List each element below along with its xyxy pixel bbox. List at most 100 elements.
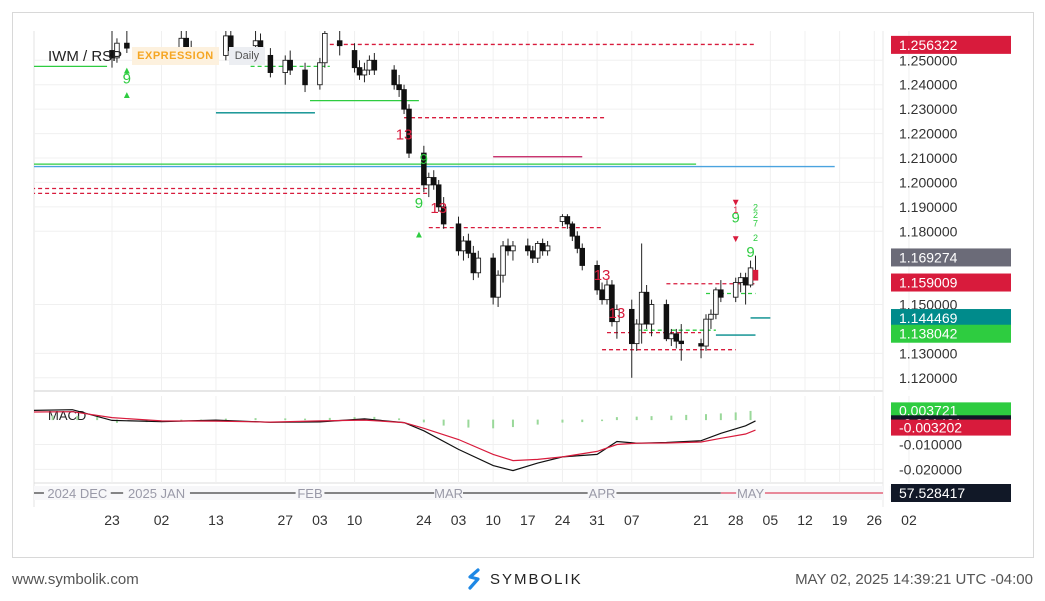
- macd-hist-bar: [254, 418, 257, 421]
- macd-hist-bar: [353, 417, 356, 421]
- macd-hist-bar: [581, 419, 584, 423]
- candle-body: [638, 291, 645, 325]
- x-tick-label: 10: [485, 512, 501, 528]
- footer-url[interactable]: www.symbolik.com: [12, 571, 139, 588]
- period-tag-label: 57.528417: [899, 485, 965, 501]
- candle-body: [495, 274, 501, 298]
- candle-body: [579, 247, 586, 266]
- macd-hist-bar: [328, 417, 331, 421]
- candle-body: [648, 304, 655, 325]
- macd-tag-label: 0.003721: [899, 402, 958, 418]
- macd-hist-bar: [670, 415, 673, 421]
- macd-hist-bar: [561, 419, 564, 423]
- candle-body: [490, 257, 496, 298]
- candle-body: [747, 267, 754, 286]
- macd-hist-bar: [373, 416, 376, 421]
- count-marker: 13: [609, 305, 626, 322]
- symbol-label[interactable]: IWM / RSP: [48, 47, 123, 65]
- y-tick-label: 1.180000: [899, 223, 958, 239]
- y-tick-label: 1.230000: [899, 101, 958, 117]
- count-marker: 9: [746, 244, 754, 261]
- macd-y-tick-label: -0.010000: [899, 436, 962, 452]
- macd-series-signal: [34, 411, 756, 462]
- macd-hist-bar: [705, 414, 707, 421]
- count-marker: ▼: [731, 234, 741, 245]
- x-tick-label: 24: [555, 512, 571, 528]
- count-marker: 9: [415, 195, 423, 212]
- macd-hist-bar: [635, 416, 638, 421]
- candle-body: [559, 216, 566, 222]
- macd-hist-bar: [615, 417, 618, 421]
- period-label-bg: [434, 486, 463, 500]
- candle-body: [668, 333, 675, 340]
- macd-hist-bar: [492, 419, 495, 429]
- candle-body: [371, 59, 378, 71]
- candle-body: [124, 42, 130, 49]
- macd-hist-bar: [734, 412, 737, 421]
- candle-body: [713, 289, 719, 315]
- symbolik-logo-icon: [468, 568, 480, 590]
- x-tick-label: 23: [104, 512, 120, 528]
- price-tag-bg: [891, 273, 1011, 292]
- y-tick-label: 1.150000: [899, 297, 958, 313]
- price-axis: 1.250000 1.240000 1.230000 1.220000 1.210000…: [891, 35, 1011, 386]
- candle-body: [698, 343, 704, 347]
- x-tick-label: 31: [589, 512, 605, 528]
- macd-tag-bg: [891, 419, 1011, 436]
- candle-body: [599, 289, 605, 301]
- macd-hist-bar: [719, 413, 722, 421]
- interval-badge[interactable]: Daily: [228, 47, 266, 65]
- period-label: MAY: [737, 486, 765, 501]
- macd-hist-bar: [467, 419, 470, 428]
- candle-body: [633, 323, 640, 345]
- count-marker: 13: [396, 127, 413, 144]
- count-marker: ▲: [122, 66, 132, 77]
- macd-hist-bar: [511, 419, 514, 428]
- macd-hist-bar: [76, 415, 79, 421]
- candle-body: [426, 177, 432, 186]
- candle-body: [421, 152, 427, 186]
- period-label-bg: [123, 486, 190, 500]
- count-marker: 2: [753, 210, 758, 220]
- candle-body: [406, 108, 412, 154]
- study-badge[interactable]: EXPRESSION: [132, 47, 219, 65]
- y-tick-label: 1.200000: [899, 174, 958, 190]
- macd-axis: -0.010000-0.0200000.003721-0.001481-0.00…: [891, 402, 1011, 477]
- candle-body: [500, 245, 506, 276]
- macd-hist-bar: [224, 418, 227, 421]
- y-tick-label: 1.210000: [899, 150, 958, 166]
- candle-body: [267, 54, 274, 73]
- candle-body: [614, 308, 620, 323]
- chart-header: IWM / RSP EXPRESSION Daily: [48, 47, 266, 65]
- macd-tag-bg: [891, 402, 1011, 419]
- x-tick-label: 10: [347, 512, 363, 528]
- x-tick-label: 28: [728, 512, 744, 528]
- candle-body: [564, 216, 571, 225]
- candle-body: [336, 40, 343, 47]
- candle-body: [510, 245, 516, 252]
- candle-body: [455, 223, 462, 252]
- grid-lines: [34, 31, 910, 483]
- count-marker: ▼: [731, 198, 741, 209]
- x-tick-label: 07: [624, 512, 640, 528]
- x-tick-label: 21: [693, 512, 709, 528]
- candle-body: [604, 284, 610, 301]
- macd-hist-bar: [304, 418, 307, 421]
- x-tick-label: 17: [520, 512, 536, 528]
- y-tick-label: 1.250000: [899, 52, 958, 68]
- price-tag-bg: [891, 35, 1011, 54]
- y-tick-label: 1.120000: [899, 370, 958, 386]
- count-marker: 9: [123, 71, 131, 88]
- macd-hist-bar: [398, 418, 401, 421]
- x-tick-label: 03: [451, 512, 467, 528]
- candle-body: [708, 313, 714, 320]
- candle-body: [539, 243, 546, 252]
- price-tag-label: 1.169274: [899, 249, 958, 265]
- candle-body: [401, 89, 407, 110]
- candle-body: [366, 59, 373, 71]
- x-tick-label: 03: [312, 512, 328, 528]
- candle-body: [351, 50, 358, 69]
- y-tick-label: 1.130000: [899, 345, 958, 361]
- y-tick-label: 1.220000: [899, 126, 958, 142]
